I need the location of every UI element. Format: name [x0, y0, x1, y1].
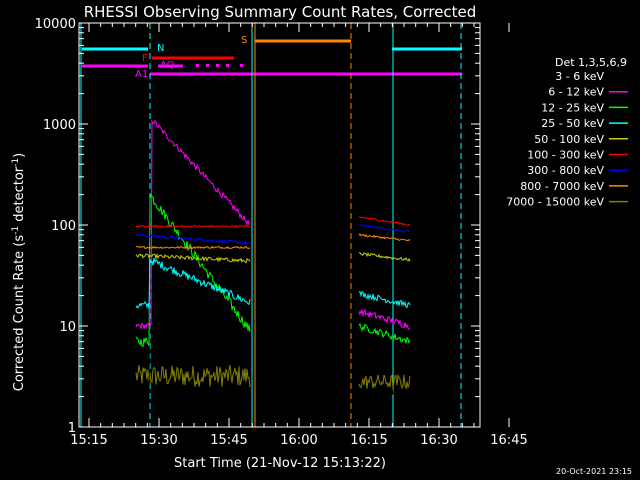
y-tick-label: 10000	[35, 17, 76, 32]
axes-layer: 1 10 100 1000 10000 15:15 15:30 15:45 16:00 16:15…	[35, 17, 528, 448]
series-300-800kev	[358, 224, 411, 233]
series-100-300kev	[135, 224, 251, 229]
y-axis-label-sup1: -1	[11, 226, 21, 235]
y-tick-label: 10	[59, 320, 76, 335]
legend-label: 6 - 12 keV	[548, 86, 604, 99]
legend-label: 25 - 50 keV	[541, 117, 604, 130]
flag-label: F	[142, 53, 148, 64]
flag-label: N	[157, 43, 164, 54]
series-50-100kev	[135, 252, 251, 264]
series-800-7000kev	[135, 245, 251, 250]
series-800-7000kev	[358, 233, 411, 242]
x-tick-label: 16:00	[280, 433, 317, 448]
y-axis-label-main: Corrected Count Rate (s	[12, 235, 27, 392]
plot-layer: N S F AQ A1	[80, 23, 462, 428]
y-axis-label-sup2: -1	[11, 158, 21, 167]
series-6-12kev	[135, 119, 251, 331]
series-7000-15000kev	[135, 364, 251, 388]
chart-title: RHESSI Observing Summary Count Rates, Co…	[84, 3, 477, 21]
series-7000-15000kev	[358, 374, 411, 391]
x-tick-label: 16:30	[420, 433, 457, 448]
flag-bar-aq-dot	[196, 64, 199, 67]
flag-label: S	[241, 35, 247, 46]
legend-label: 3 - 6 keV	[555, 70, 604, 83]
series-100-300kev	[358, 216, 411, 226]
y-axis-label-end: )	[12, 153, 27, 158]
y-tick-label: 1	[68, 421, 76, 436]
x-tick-label: 15:30	[140, 433, 177, 448]
legend: 3 - 6 keV 6 - 12 keV 12 - 25 keV 25 - 50 ke…	[506, 70, 628, 209]
legend-header: Det 1,3,5,6,9	[555, 56, 627, 69]
legend-label: 100 - 300 keV	[527, 149, 604, 162]
flag-bar-aq-dot	[226, 64, 229, 67]
series-25-50kev	[358, 290, 411, 309]
y-tick-label: 1000	[43, 118, 76, 133]
flag-label: AQ	[160, 60, 175, 71]
flag-bar-aq-dot	[206, 64, 209, 67]
x-tick-label: 15:15	[70, 433, 107, 448]
series-25-50kev	[135, 257, 251, 309]
x-axis-label: Start Time (21-Nov-12 15:13:22)	[174, 456, 386, 471]
flag-bar-aq-dot	[240, 64, 243, 67]
legend-label: 800 - 7000 keV	[520, 180, 604, 193]
series-6-12kev	[358, 308, 411, 330]
svg-text:Corrected Count Rate (s-1 dete: Corrected Count Rate (s-1 detector-1)	[11, 153, 27, 391]
series-50-100kev	[358, 252, 411, 262]
y-axis-label: Corrected Count Rate (s-1 detector-1)	[11, 153, 27, 391]
flag-label: A1	[135, 69, 148, 80]
legend-label: 300 - 800 keV	[527, 164, 604, 177]
legend-label: 12 - 25 keV	[541, 101, 604, 114]
legend-label: 7000 - 15000 keV	[506, 196, 604, 209]
legend-label: 50 - 100 keV	[534, 133, 604, 146]
series-300-800kev	[135, 232, 251, 245]
x-tick-label: 16:45	[490, 433, 527, 448]
series-3-6kev	[135, 227, 251, 428]
series-12-25kev	[135, 193, 251, 348]
render-timestamp: 20-Oct-2021 23:15	[556, 467, 632, 476]
series-12-25kev	[358, 322, 411, 344]
y-axis-label-mid: detector	[12, 166, 27, 226]
x-tick-label: 15:45	[210, 433, 247, 448]
y-tick-label: 100	[51, 219, 76, 234]
flag-bar-aq-dot	[216, 64, 219, 67]
x-tick-label: 16:15	[350, 433, 387, 448]
